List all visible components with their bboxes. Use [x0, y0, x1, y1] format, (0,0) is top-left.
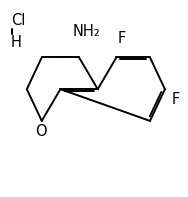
Text: F: F — [171, 92, 180, 107]
Text: NH₂: NH₂ — [73, 24, 100, 39]
Text: Cl: Cl — [11, 13, 25, 28]
Text: O: O — [35, 124, 47, 139]
Text: F: F — [118, 31, 126, 46]
Text: H: H — [11, 35, 22, 50]
